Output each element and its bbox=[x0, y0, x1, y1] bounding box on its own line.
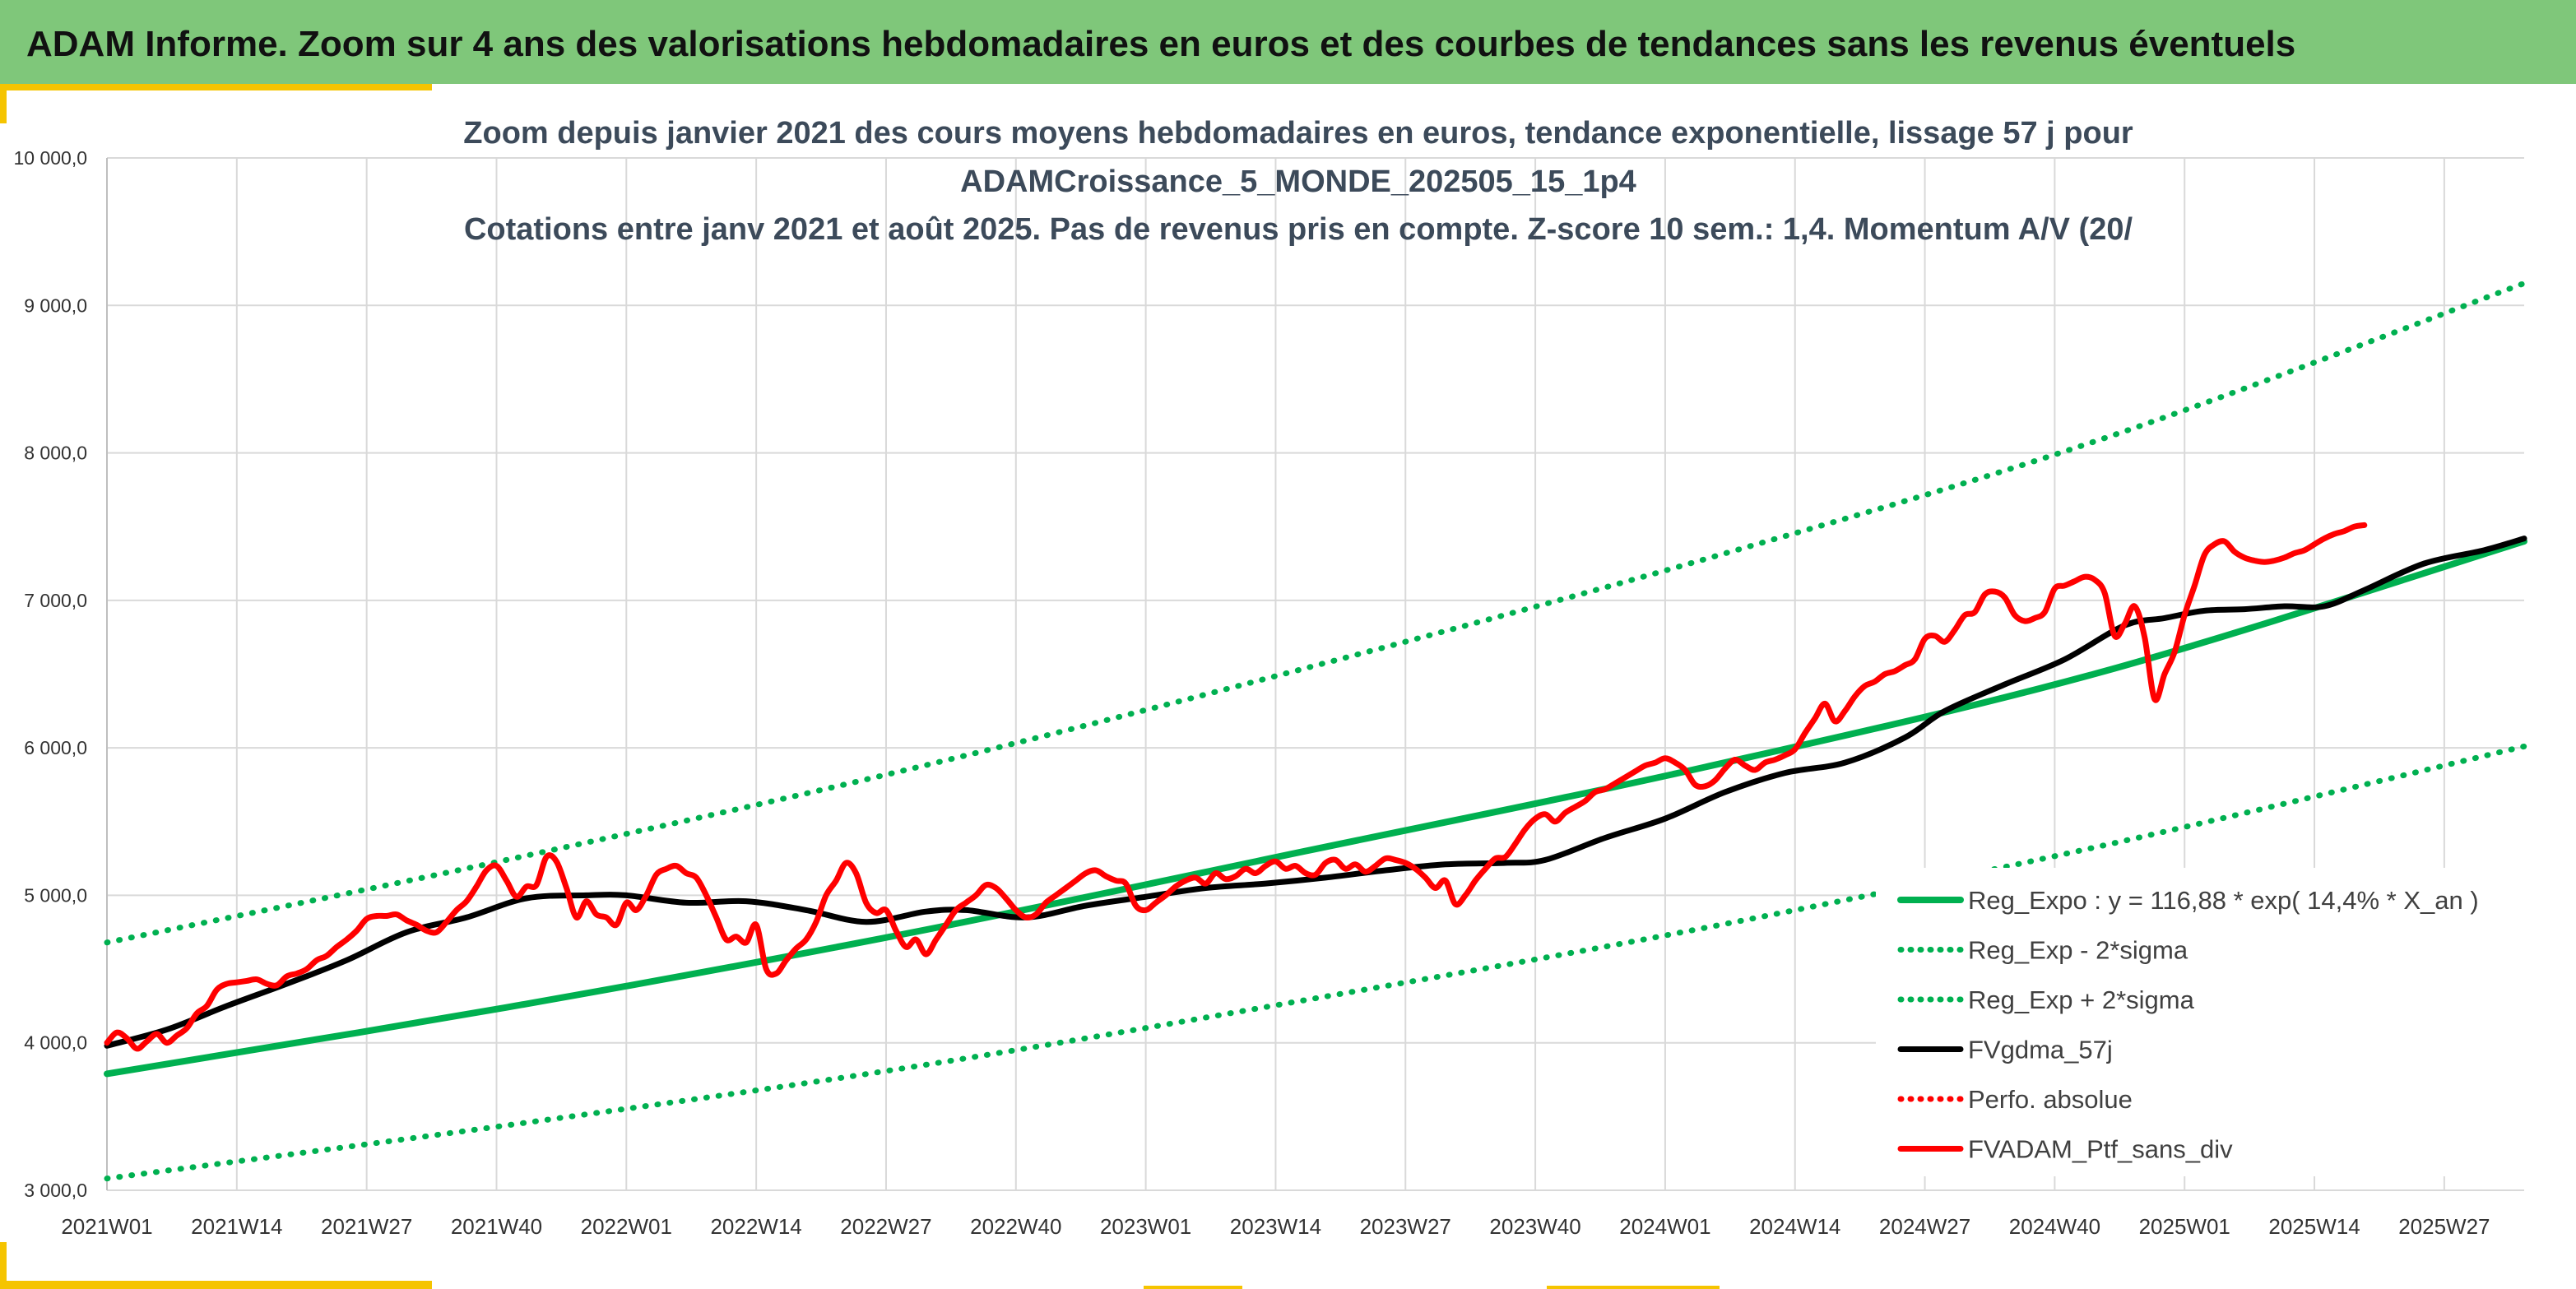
x-tick-label: 2025W01 bbox=[2139, 1214, 2230, 1239]
x-tick-label: 2022W40 bbox=[970, 1214, 1061, 1239]
x-tick-label: 2023W40 bbox=[1489, 1214, 1580, 1239]
x-tick-label: 2024W27 bbox=[1879, 1214, 1970, 1239]
legend-label: Reg_Exp - 2*sigma bbox=[1968, 936, 2188, 965]
x-tick-label: 2021W27 bbox=[321, 1214, 412, 1239]
legend-label: Perfo. absolue bbox=[1968, 1085, 2133, 1114]
y-axis-ticks: 3 000,0 4 000,0 5 000,0 6 000,0 7 000,0 8 000… bbox=[13, 147, 87, 1201]
accent-bar-top-left bbox=[0, 84, 432, 90]
accent-bar-left-top bbox=[0, 84, 7, 123]
series-lines bbox=[104, 280, 2527, 1182]
x-tick-label: 2024W01 bbox=[1619, 1214, 1710, 1239]
y-tick-label: 10 000,0 bbox=[13, 147, 87, 169]
legend: Reg_Expo : y = 116,88 * exp( 14,4% * X_a… bbox=[1897, 886, 2479, 1164]
legend-label: FVgdma_57j bbox=[1968, 1036, 2113, 1064]
legend-label: FVADAM_Ptf_sans_div bbox=[1968, 1135, 2233, 1164]
chart-title-line-3: Cotations entre janv 2021 et août 2025. … bbox=[464, 212, 2133, 247]
x-tick-label: 2021W40 bbox=[451, 1214, 542, 1239]
y-tick-label: 9 000,0 bbox=[24, 294, 87, 316]
chart-title-line-2: ADAMCroissance_5_MONDE_202505_15_1p4 bbox=[960, 165, 1636, 199]
series-line-0 bbox=[104, 538, 2527, 1078]
accent-bar-left-bottom bbox=[0, 1242, 7, 1289]
y-tick-label: 7 000,0 bbox=[24, 590, 87, 611]
y-tick-label: 4 000,0 bbox=[24, 1032, 87, 1054]
legend-label: Reg_Expo : y = 116,88 * exp( 14,4% * X_a… bbox=[1968, 886, 2479, 915]
series-line-5 bbox=[104, 522, 2368, 1052]
x-tick-label: 2023W01 bbox=[1100, 1214, 1191, 1239]
report-title: ADAM Informe. Zoom sur 4 ans des valoris… bbox=[26, 24, 2296, 64]
series-line-2 bbox=[104, 280, 2527, 946]
x-tick-label: 2024W40 bbox=[2009, 1214, 2100, 1239]
chart-area: Zoom depuis janvier 2021 des cours moyen… bbox=[13, 116, 2571, 1239]
series-line-1 bbox=[104, 743, 2527, 1182]
y-tick-label: 3 000,0 bbox=[24, 1180, 87, 1201]
y-tick-label: 6 000,0 bbox=[24, 737, 87, 758]
legend-background bbox=[1876, 868, 2571, 1176]
chart-title-line-1: Zoom depuis janvier 2021 des cours moyen… bbox=[463, 116, 2133, 151]
chart-title: Zoom depuis janvier 2021 des cours moyen… bbox=[463, 116, 2133, 247]
x-tick-label: 2022W14 bbox=[710, 1214, 801, 1239]
y-tick-label: 5 000,0 bbox=[24, 884, 87, 906]
x-tick-label: 2021W14 bbox=[191, 1214, 282, 1239]
x-tick-label: 2021W01 bbox=[61, 1214, 152, 1239]
y-tick-label: 8 000,0 bbox=[24, 443, 87, 464]
x-axis-ticks: 2021W01 2021W14 2021W27 2021W40 2022W01 2022W… bbox=[61, 1214, 2490, 1239]
legend-label: Reg_Exp + 2*sigma bbox=[1968, 985, 2195, 1014]
accent-bar-bottom-mid bbox=[1144, 1286, 1242, 1289]
accent-bar-bottom-left bbox=[0, 1281, 432, 1289]
accent-bar-bottom-right bbox=[1547, 1286, 1720, 1289]
x-tick-label: 2024W14 bbox=[1749, 1214, 1840, 1239]
x-tick-label: 2023W27 bbox=[1360, 1214, 1451, 1239]
x-tick-label: 2022W27 bbox=[840, 1214, 931, 1239]
x-tick-label: 2023W14 bbox=[1230, 1214, 1321, 1239]
x-tick-label: 2025W27 bbox=[2398, 1214, 2490, 1239]
x-tick-label: 2022W01 bbox=[581, 1214, 672, 1239]
report-banner: ADAM Informe. Zoom sur 4 ans des valoris… bbox=[0, 0, 2576, 84]
x-tick-label: 2025W14 bbox=[2268, 1214, 2360, 1239]
